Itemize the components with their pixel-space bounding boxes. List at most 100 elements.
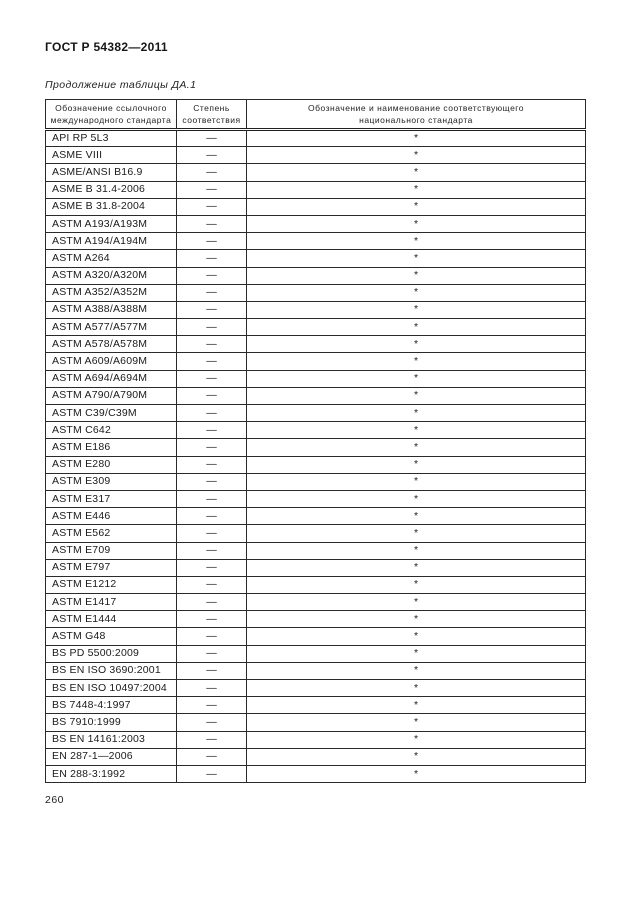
cell-national-standard: * bbox=[246, 214, 586, 234]
cell-standard-designation: BS EN ISO 3690:2001 bbox=[45, 661, 177, 681]
cell-degree-of-conformity: — bbox=[176, 764, 247, 784]
cell-degree-of-conformity: — bbox=[176, 249, 247, 268]
table-row: ASTM G48— * bbox=[45, 627, 586, 646]
standards-table-body: API RP 5L3— * ASME VIII — * ASME/ANSI B16.9— *… bbox=[45, 128, 586, 784]
cell-degree-of-conformity: — bbox=[176, 352, 247, 371]
column-header-national-standard: Обозначение и наименование соответствующ… bbox=[246, 99, 586, 131]
cell-degree-of-conformity: — bbox=[176, 558, 247, 577]
cell-degree-of-conformity: — bbox=[176, 214, 247, 234]
cell-national-standard: * bbox=[246, 541, 586, 560]
cell-degree-of-conformity: — bbox=[176, 421, 247, 440]
cell-standard-designation: ASTM E280 bbox=[45, 455, 177, 474]
cell-degree-of-conformity: — bbox=[176, 266, 247, 285]
table-row: ASTM A194/A194M — * bbox=[45, 232, 586, 251]
cell-national-standard: * bbox=[246, 558, 586, 577]
cell-standard-designation: BS 7448-4:1997 bbox=[45, 696, 177, 715]
cell-degree-of-conformity: — bbox=[176, 489, 247, 509]
table-row: ASTM A320/A320M — * bbox=[45, 266, 586, 285]
cell-degree-of-conformity: — bbox=[176, 524, 247, 543]
cell-national-standard: * bbox=[246, 197, 586, 216]
table-row: BS 7910:1999— * bbox=[45, 713, 586, 732]
cell-standard-designation: EN 287-1—2006 bbox=[45, 747, 177, 766]
cell-national-standard: * bbox=[246, 661, 586, 681]
table-row: ASTM A578/A578M — * bbox=[45, 335, 586, 354]
cell-national-standard: * bbox=[246, 318, 586, 337]
cell-degree-of-conformity: — bbox=[176, 300, 247, 320]
table-row: ASTM A694/A694M — * bbox=[45, 369, 586, 388]
table-row: ASTM E562— * bbox=[45, 524, 586, 543]
cell-standard-designation: ASME B 31.4-2006 bbox=[45, 180, 177, 199]
cell-degree-of-conformity: — bbox=[176, 283, 247, 302]
cell-degree-of-conformity: — bbox=[176, 232, 247, 251]
cell-standard-designation: ASTM E446 bbox=[45, 507, 177, 526]
cell-standard-designation: ASTM E709 bbox=[45, 541, 177, 560]
table-row: ASTM C39/C39M — * bbox=[45, 403, 586, 423]
cell-standard-designation: ASME B 31.8-2004 bbox=[45, 197, 177, 216]
cell-national-standard: * bbox=[246, 438, 586, 457]
cell-degree-of-conformity: — bbox=[176, 575, 247, 595]
cell-national-standard: * bbox=[246, 163, 586, 182]
cell-national-standard: * bbox=[246, 747, 586, 766]
cell-national-standard: * bbox=[246, 403, 586, 423]
table-row: ASTM E1212— * bbox=[45, 575, 586, 595]
cell-national-standard: * bbox=[246, 524, 586, 543]
cell-standard-designation: API RP 5L3 bbox=[45, 128, 177, 148]
cell-degree-of-conformity: — bbox=[176, 318, 247, 337]
table-row: ASTM E1417— * bbox=[45, 593, 586, 612]
cell-standard-designation: ASTM E1212 bbox=[45, 575, 177, 595]
cell-national-standard: * bbox=[246, 489, 586, 509]
cell-standard-designation: BS 7910:1999 bbox=[45, 713, 177, 732]
table-row: ASTM A264— * bbox=[45, 249, 586, 268]
cell-degree-of-conformity: — bbox=[176, 627, 247, 646]
table-row: BS EN ISO 3690:2001— * bbox=[45, 661, 586, 681]
table-row: BS EN ISO 10497:2004— * bbox=[45, 678, 586, 698]
cell-standard-designation: ASTM G48 bbox=[45, 627, 177, 646]
cell-degree-of-conformity: — bbox=[176, 146, 247, 165]
table-row: ASTM C642— * bbox=[45, 421, 586, 440]
cell-national-standard: * bbox=[246, 507, 586, 526]
cell-degree-of-conformity: — bbox=[176, 197, 247, 216]
cell-national-standard: * bbox=[246, 610, 586, 629]
cell-national-standard: * bbox=[246, 352, 586, 371]
cell-degree-of-conformity: — bbox=[176, 335, 247, 354]
cell-national-standard: * bbox=[246, 575, 586, 595]
table-row: ASME/ANSI B16.9— * bbox=[45, 163, 586, 182]
table-row: ASTM A577/A577M — * bbox=[45, 318, 586, 337]
table-row: ASTM A388/A388M — * bbox=[45, 300, 586, 320]
table-row: ASTM A193/A193M — * bbox=[45, 214, 586, 234]
cell-standard-designation: ASTM E1417 bbox=[45, 593, 177, 612]
cell-degree-of-conformity: — bbox=[176, 541, 247, 560]
table-row: ASTM A609/A609M — * bbox=[45, 352, 586, 371]
cell-national-standard: * bbox=[246, 455, 586, 474]
cell-degree-of-conformity: — bbox=[176, 610, 247, 629]
table-caption: Продолжение таблицы ДА.1 bbox=[45, 79, 197, 91]
column-header-degree-of-conformity: Степень соответствия bbox=[176, 99, 247, 131]
table-row: ASTM E797— * bbox=[45, 558, 586, 577]
cell-national-standard: * bbox=[246, 764, 586, 784]
cell-degree-of-conformity: — bbox=[176, 386, 247, 406]
table-row: BS PD 5500:2009— * bbox=[45, 644, 586, 663]
cell-standard-designation: ASTM E562 bbox=[45, 524, 177, 543]
cell-standard-designation: ASTM E186 bbox=[45, 438, 177, 457]
cell-degree-of-conformity: — bbox=[176, 593, 247, 612]
table-row: BS EN 14161:2003— * bbox=[45, 730, 586, 749]
cell-degree-of-conformity: — bbox=[176, 696, 247, 715]
cell-standard-designation: ASTM A320/A320M bbox=[45, 266, 177, 285]
cell-national-standard: * bbox=[246, 146, 586, 165]
cell-national-standard: * bbox=[246, 627, 586, 646]
cell-standard-designation: BS PD 5500:2009 bbox=[45, 644, 177, 663]
cell-national-standard: * bbox=[246, 713, 586, 732]
cell-standard-designation: EN 288-3:1992 bbox=[45, 764, 177, 784]
doc-code-heading: ГОСТ Р 54382—2011 bbox=[45, 40, 168, 54]
cell-national-standard: * bbox=[246, 421, 586, 440]
cell-degree-of-conformity: — bbox=[176, 661, 247, 681]
cell-standard-designation: ASTM A264 bbox=[45, 249, 177, 268]
cell-standard-designation: ASTM A609/A609M bbox=[45, 352, 177, 371]
cell-standard-designation: ASTM C39/C39M bbox=[45, 403, 177, 423]
cell-national-standard: * bbox=[246, 730, 586, 749]
cell-degree-of-conformity: — bbox=[176, 128, 247, 148]
cell-national-standard: * bbox=[246, 644, 586, 663]
cell-degree-of-conformity: — bbox=[176, 472, 247, 491]
cell-standard-designation: ASTM E797 bbox=[45, 558, 177, 577]
table-row: API RP 5L3— * bbox=[45, 128, 586, 148]
